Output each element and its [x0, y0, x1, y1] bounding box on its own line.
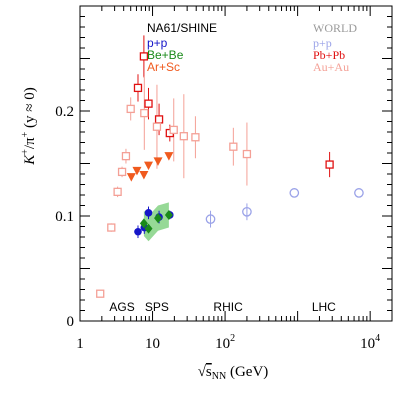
data-point-square	[113, 187, 122, 197]
data-point-diamond	[154, 213, 163, 224]
data-point-filled-circle	[134, 227, 142, 236]
legend-header-world: WORLD	[313, 21, 357, 35]
bebe-systematic-band	[143, 202, 169, 242]
x-tick-label: 10	[145, 336, 160, 352]
data-point-square	[144, 99, 153, 108]
data-point-square	[107, 223, 116, 232]
region-label: AGS	[109, 300, 134, 314]
data-point-square	[169, 125, 178, 135]
data-point-square	[191, 133, 200, 142]
data-point-triangle	[132, 166, 142, 176]
y-tick-label: 0	[67, 314, 75, 330]
x-tick-label: 102	[215, 333, 235, 352]
data-point-square	[126, 104, 135, 114]
data-point-diamond	[144, 223, 153, 234]
x-tick-label: 104	[360, 333, 380, 352]
legend: NA61/SHINE WORLD p+p Be+Be Ar+Sc p+p Pb+…	[147, 21, 357, 74]
data-point-triangle	[153, 157, 163, 166]
data-point-square	[139, 52, 149, 61]
y-axis-label: K+/π+ (y ≈ 0)	[20, 87, 38, 166]
data-point-triangle	[144, 161, 154, 171]
data-point-open-circle	[289, 188, 300, 198]
data-point-open-circle	[205, 214, 216, 224]
data-point-diamond	[139, 218, 148, 229]
region-label: LHC	[312, 300, 336, 314]
legend-entry-bebe: Be+Be	[147, 48, 184, 62]
data-point-square	[96, 289, 105, 298]
data-point-square	[229, 142, 238, 151]
region-label: SPS	[145, 300, 169, 314]
data-point-square	[133, 83, 143, 93]
data-point-square	[121, 151, 131, 161]
data-point-square	[152, 122, 162, 131]
x-tick-exponent: 4	[375, 333, 380, 344]
y-tick-label: 0.1	[55, 209, 74, 225]
data-point-diamond	[164, 209, 173, 220]
legend-entry-na61-pp: p+p	[147, 36, 168, 50]
data-point-triangle	[139, 171, 149, 180]
data-point-square	[117, 167, 127, 177]
data-point-open-circle	[242, 206, 252, 217]
data-point-triangle	[126, 173, 136, 182]
legend-entry-auau: Au+Au	[313, 60, 349, 74]
data-point-square	[154, 115, 164, 124]
x-axis-label: √sNN (GeV)	[198, 364, 269, 382]
plot-frame	[79, 5, 393, 322]
region-label: RHIC	[213, 300, 243, 314]
data-point-square	[242, 149, 252, 159]
legend-entry-world-pp: p+p	[313, 36, 332, 50]
data-point-filled-circle	[144, 209, 153, 217]
data-point-open-circle	[354, 188, 364, 198]
x-tick-exponent: 2	[230, 333, 235, 344]
data-point-triangle	[164, 152, 174, 161]
legend-entry-arsc: Ar+Sc	[147, 60, 180, 74]
x-tick-label: 1	[76, 336, 84, 352]
legend-entry-pbpb: Pb+Pb	[313, 48, 345, 62]
data-point-square	[140, 108, 149, 118]
legend-header-na61: NA61/SHINE	[147, 21, 217, 35]
data-point-square	[325, 160, 334, 169]
data-point-square	[179, 132, 188, 141]
y-tick-label: 0.2	[55, 104, 74, 120]
